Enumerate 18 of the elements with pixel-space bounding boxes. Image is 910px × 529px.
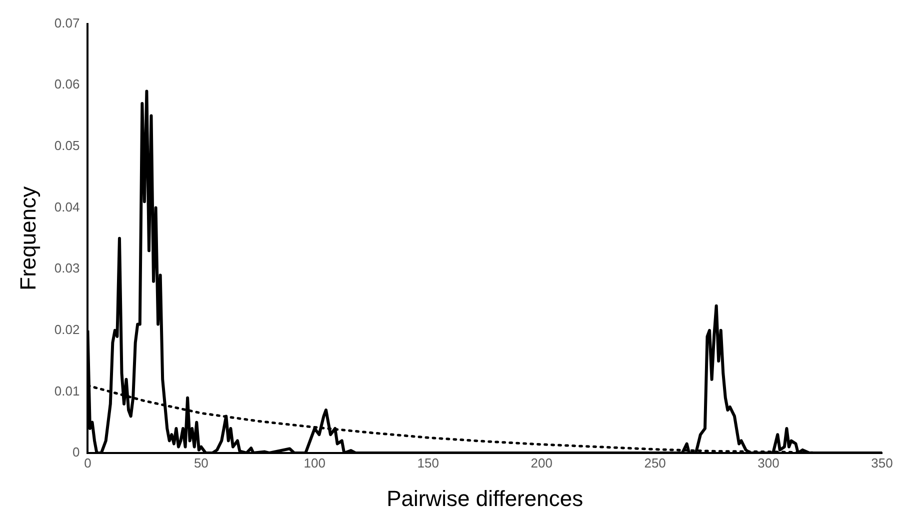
y-tick-label: 0.06 bbox=[54, 76, 80, 92]
x-tick-label: 50 bbox=[194, 455, 208, 470]
x-tick-label: 350 bbox=[871, 455, 893, 470]
y-tick-label: 0.04 bbox=[54, 199, 80, 214]
x-tick-label: 300 bbox=[758, 455, 780, 470]
y-tick-label: 0.05 bbox=[54, 138, 80, 154]
y-tick-label: 0.02 bbox=[54, 322, 80, 337]
y-tick-label: 0.03 bbox=[54, 260, 80, 276]
x-tick-label: 200 bbox=[530, 455, 552, 470]
x-axis-title: Pairwise differences bbox=[386, 486, 584, 511]
x-tick-label: 150 bbox=[417, 455, 439, 470]
y-axis-title: Frequency bbox=[15, 186, 40, 290]
x-tick-label: 250 bbox=[644, 455, 666, 470]
y-tick-label: 0.07 bbox=[54, 15, 80, 30]
x-tick-label: 100 bbox=[304, 455, 326, 470]
y-tick-label: 0 bbox=[72, 444, 80, 460]
y-tick-label: 0.01 bbox=[54, 383, 80, 398]
x-tick-label: 0 bbox=[84, 455, 92, 470]
